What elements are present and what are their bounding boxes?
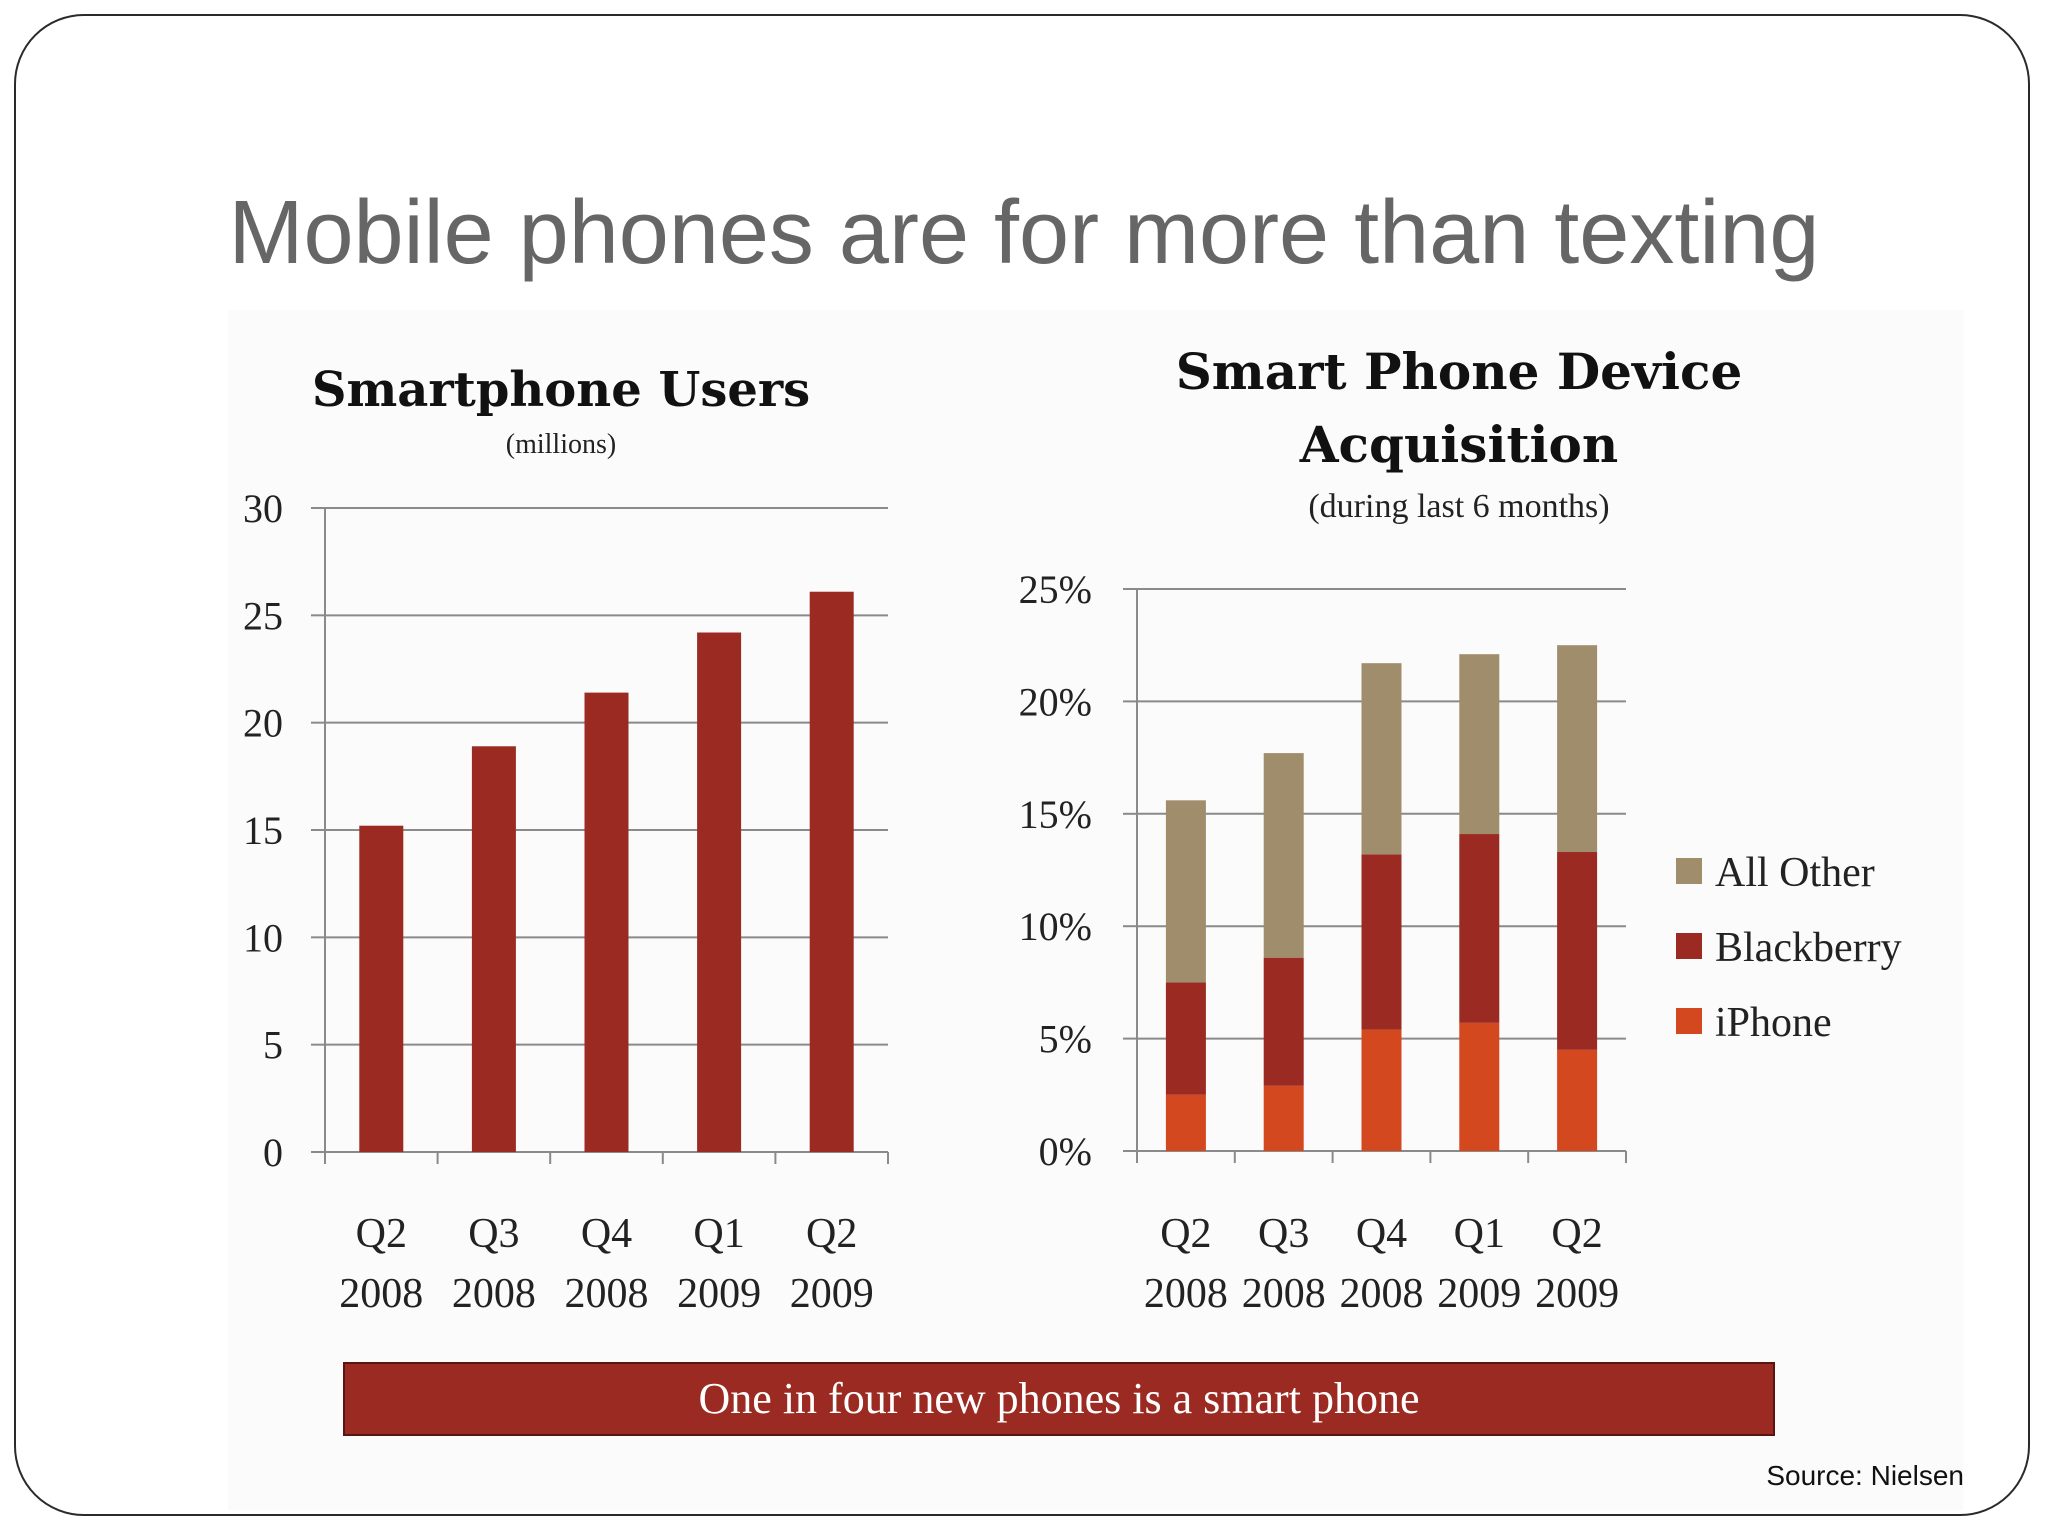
summary-banner: One in four new phones is a smart phone [343,1362,1775,1436]
source-note: Source: Nielsen [1766,1460,1964,1491]
y-tick-label: 0 [263,1130,283,1175]
x-tick-label: 2009 [1437,1271,1521,1317]
legend-label: Blackberry [1715,925,1902,971]
legend-label: All Other [1715,850,1875,896]
x-tick-label: 2008 [1340,1271,1424,1317]
x-tick-label: 2009 [1535,1271,1619,1317]
bar-segment-blackberry [1263,957,1304,1086]
bar-segment-blackberry [1459,834,1500,1023]
bar [697,632,742,1152]
y-tick-label: 30 [243,486,283,531]
x-tick-label: Q2 [806,1211,857,1257]
bar-segment-all-other [1459,654,1500,835]
y-tick-label: 25 [243,593,283,638]
y-tick-label: 20% [1019,679,1092,724]
y-tick-label: 10% [1019,904,1092,949]
chart-title: Smart Phone Device [1176,342,1743,401]
chart-title: Acquisition [1299,415,1618,474]
bar [809,591,854,1152]
y-tick-label: 25% [1019,567,1092,612]
bar-segment-all-other [1263,753,1304,958]
x-tick-label: Q1 [1454,1211,1505,1257]
legend-label: iPhone [1715,1000,1832,1046]
bar-segment-blackberry [1557,852,1598,1050]
x-tick-label: Q2 [356,1211,407,1257]
chart-panel [228,310,1963,1510]
y-tick-label: 5% [1039,1017,1092,1062]
x-tick-label: 2008 [452,1271,536,1317]
slide-title: Mobile phones are for more than texting [228,183,1820,283]
bar [471,746,516,1152]
bar-segment-all-other [1557,645,1598,853]
x-tick-label: 2008 [565,1271,649,1317]
legend-swatch [1676,858,1702,884]
chart-title: Smartphone Users [312,362,810,418]
x-tick-label: Q3 [1258,1211,1309,1257]
bar-segment-all-other [1361,663,1402,855]
legend-swatch [1676,933,1702,959]
y-tick-label: 20 [243,701,283,746]
bar-segment-iphone [1263,1085,1304,1151]
x-tick-label: 2008 [1242,1271,1326,1317]
x-tick-label: 2009 [790,1271,874,1317]
x-tick-label: Q4 [581,1211,632,1257]
x-tick-label: 2009 [677,1271,761,1317]
x-tick-label: Q3 [468,1211,519,1257]
chart-subtitle: (millions) [506,429,616,460]
bar-segment-all-other [1165,800,1206,983]
y-tick-label: 10 [243,915,283,960]
y-tick-label: 0% [1039,1129,1092,1174]
bar-segment-iphone [1557,1049,1598,1151]
y-tick-label: 15% [1019,792,1092,837]
x-tick-label: Q2 [1160,1211,1211,1257]
bar [584,692,629,1152]
x-tick-label: 2008 [339,1271,423,1317]
x-tick-label: Q2 [1551,1211,1602,1257]
y-tick-label: 15 [243,808,283,853]
bar-segment-iphone [1361,1029,1402,1151]
x-tick-label: Q1 [693,1211,744,1257]
y-tick-label: 5 [263,1023,283,1068]
legend-swatch [1676,1008,1702,1034]
bar-segment-blackberry [1165,982,1206,1095]
chart-subtitle: (during last 6 months) [1308,488,1609,525]
bar-segment-blackberry [1361,854,1402,1030]
bar-segment-iphone [1459,1022,1500,1151]
x-tick-label: 2008 [1144,1271,1228,1317]
bar [359,825,404,1152]
bar-segment-iphone [1165,1094,1206,1151]
x-tick-label: Q4 [1356,1211,1407,1257]
